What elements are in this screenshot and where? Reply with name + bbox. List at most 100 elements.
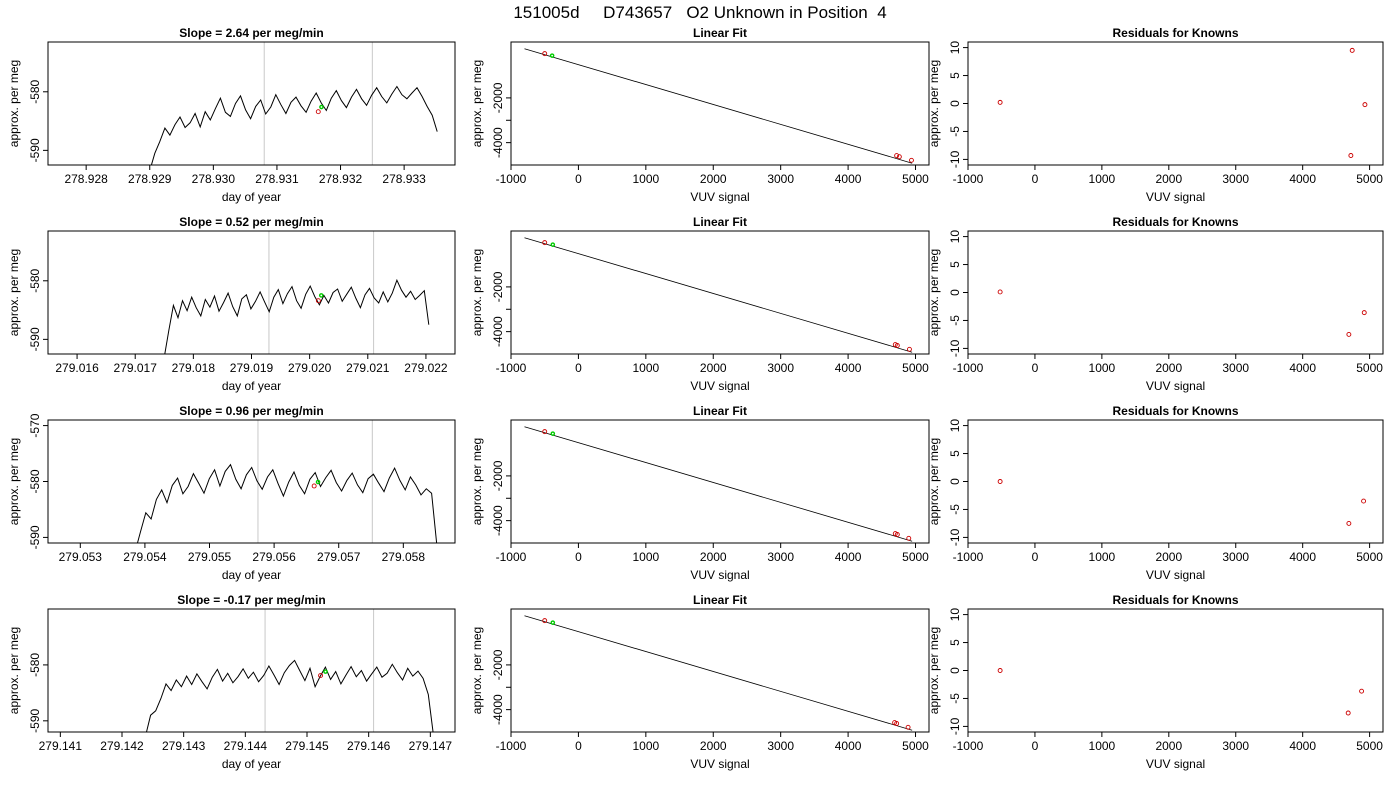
plot-area — [164, 231, 430, 354]
known-point — [1361, 310, 1367, 316]
y-axis-label: approx. per meg — [927, 60, 941, 147]
known-point — [896, 154, 902, 160]
plot-area — [997, 668, 1365, 716]
panel-title: Residuals for Knowns — [1112, 593, 1238, 607]
panel-title: Residuals for Knowns — [1112, 26, 1238, 40]
y-axis-label: approx. per meg — [927, 438, 941, 525]
plot-frame — [47, 230, 456, 355]
x-tick-label: 279.141 — [39, 739, 83, 753]
y-tick-label: -590 — [28, 327, 42, 351]
y-tick-label: -2000 — [491, 271, 505, 302]
known-point — [542, 240, 548, 246]
known-point — [906, 535, 912, 541]
y-axis-label: approx. per meg — [470, 438, 484, 525]
y-tick-label: 10 — [948, 419, 962, 433]
unknown-point — [315, 479, 321, 485]
plot-frame — [967, 608, 1384, 733]
known-point — [894, 343, 900, 348]
chart-panel: Residuals for Knowns -1000 0 1000 2000 3000 40… — [927, 404, 1384, 582]
panel-title: Residuals for Knowns — [1112, 404, 1238, 418]
plot-frame — [510, 608, 930, 733]
plot-area — [136, 420, 438, 543]
y-tick-label: -5 — [948, 315, 962, 326]
x-axis-label: day of year — [222, 190, 281, 204]
x-tick-label: 3000 — [1222, 550, 1249, 564]
unknown-point — [323, 669, 328, 674]
x-tick-label: 5000 — [1356, 172, 1383, 186]
x-tick-label: 278.932 — [319, 172, 363, 186]
x-tick-label: 2000 — [1155, 739, 1182, 753]
chart-panel: Residuals for Knowns -1000 0 1000 2000 3000 40… — [927, 215, 1384, 393]
y-tick-label: -2000 — [491, 82, 505, 113]
known-point — [542, 51, 548, 57]
x-tick-label: 4000 — [1289, 739, 1316, 753]
x-tick-label: 4000 — [1289, 361, 1316, 375]
y-tick-label: -5 — [948, 693, 962, 704]
known-point — [1349, 47, 1355, 53]
y-axis-label: approx. per meg — [927, 249, 941, 336]
x-tick-label: 279.142 — [100, 739, 144, 753]
data-trace — [150, 85, 438, 165]
chart-panel: Linear Fit -1000 0 1000 2000 3000 4000 5000 -400… — [470, 404, 930, 582]
data-trace — [145, 659, 434, 732]
plot-frame — [47, 41, 456, 166]
known-point — [311, 483, 317, 489]
y-tick-label: -4000 — [491, 694, 505, 725]
panel-title: Linear Fit — [693, 26, 747, 40]
y-tick-label: 5 — [948, 639, 962, 646]
x-tick-label: 3000 — [1222, 361, 1249, 375]
x-tick-label: -1000 — [953, 361, 984, 375]
x-tick-label: 279.017 — [114, 361, 158, 375]
x-tick-label: 279.021 — [346, 361, 390, 375]
plot-frame — [967, 230, 1384, 355]
x-tick-label: 279.053 — [59, 550, 103, 564]
x-tick-label: -1000 — [953, 172, 984, 186]
x-tick-label: -1000 — [953, 739, 984, 753]
known-point — [997, 668, 1003, 673]
known-point — [894, 721, 900, 726]
chart-panel: Slope = 2.64 per meg/min 278.928 278.929 27… — [7, 26, 456, 204]
plot-area — [145, 609, 434, 732]
x-tick-label: 0 — [1032, 550, 1039, 564]
chart-panel: Linear Fit -1000 0 1000 2000 3000 4000 5000 -400… — [470, 215, 930, 393]
y-axis-label: approx. per meg — [470, 249, 484, 336]
known-point — [905, 724, 911, 730]
x-tick-label: -1000 — [496, 550, 527, 564]
y-tick-label: -580 — [28, 653, 42, 677]
x-tick-label: 279.143 — [162, 739, 206, 753]
plot-area — [997, 289, 1367, 337]
data-trace — [164, 278, 430, 354]
plot-frame — [510, 230, 930, 355]
x-tick-label: 5000 — [902, 739, 929, 753]
x-tick-label: 279.055 — [188, 550, 232, 564]
x-axis-label: VUV signal — [690, 757, 749, 771]
known-point — [894, 153, 900, 159]
chart-panel: Residuals for Knowns -1000 0 1000 2000 3000 40… — [927, 26, 1384, 204]
x-tick-label: 4000 — [1289, 550, 1316, 564]
x-tick-label: 5000 — [902, 361, 929, 375]
x-tick-label: 279.019 — [230, 361, 274, 375]
plot-frame — [510, 419, 930, 544]
y-tick-label: -5 — [948, 504, 962, 515]
y-tick-label: -4000 — [491, 316, 505, 347]
known-point — [315, 109, 321, 115]
x-axis-label: VUV signal — [690, 190, 749, 204]
plot-area — [524, 237, 913, 353]
x-tick-label: 279.054 — [123, 550, 167, 564]
chart-panel: Slope = -0.17 per meg/min 279.141 279.142 2… — [7, 593, 456, 771]
y-tick-label: 5 — [948, 72, 962, 79]
y-tick-label: 0 — [948, 478, 962, 485]
x-axis-label: day of year — [222, 568, 281, 582]
y-tick-label: -4000 — [491, 505, 505, 536]
y-axis-label: approx. per meg — [927, 627, 941, 714]
x-tick-label: 2000 — [700, 739, 727, 753]
known-point — [894, 532, 900, 537]
chart-panel: Linear Fit -1000 0 1000 2000 3000 4000 5000 -400… — [470, 593, 930, 771]
known-point — [542, 618, 548, 624]
plot-frame — [967, 41, 1384, 166]
y-tick-label: 0 — [948, 667, 962, 674]
x-tick-label: 5000 — [902, 172, 929, 186]
chart-panel: Slope = 0.96 per meg/min 279.053 279.054 27… — [7, 404, 456, 582]
plot-area — [997, 479, 1367, 526]
x-tick-label: -1000 — [496, 739, 527, 753]
